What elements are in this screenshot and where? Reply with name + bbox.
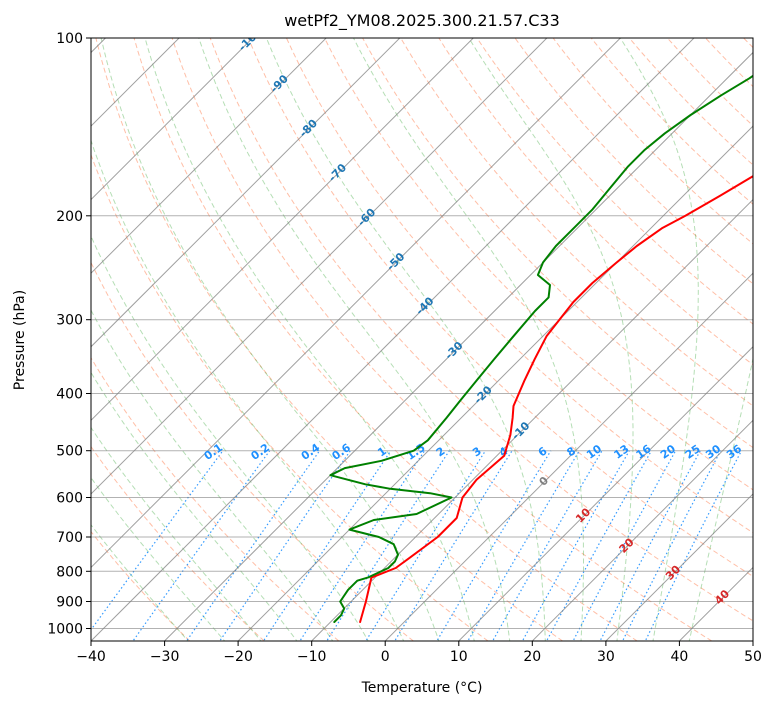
x-tick-label: 50 — [744, 649, 762, 665]
y-tick-label: 900 — [56, 595, 83, 611]
chart-title: wetPf2_YM08.2025.300.21.57.C33 — [284, 11, 560, 31]
mixing-ratio-line — [545, 450, 652, 641]
mixing-ratio-line — [219, 450, 351, 641]
profiles — [329, 74, 753, 623]
isotherm-line — [91, 38, 622, 569]
y-axis-ticks: 100 200 300 400 500 600 700 800 900 1000 — [47, 31, 91, 638]
y-tick-label: 200 — [56, 209, 83, 225]
x-axis-ticks: −40 −30 −20 −10 0 10 20 30 40 50 — [76, 641, 762, 665]
plot-frame — [90, 37, 754, 642]
pressure-gridlines — [91, 38, 753, 629]
moist-adiabat-line — [91, 138, 405, 641]
y-tick-label: 1000 — [47, 622, 83, 638]
x-tick-label: −10 — [297, 649, 327, 665]
x-tick-label: 10 — [450, 649, 468, 665]
isotherm-line — [384, 272, 753, 641]
x-tick-label: −20 — [223, 649, 253, 665]
isotherm-line — [91, 38, 327, 274]
mixing-ratio-line — [185, 450, 321, 641]
dry-adiabat-line — [91, 261, 414, 641]
temperature-profile — [359, 175, 753, 623]
mixing-ratio-line — [262, 450, 392, 641]
isotherm-line — [91, 38, 548, 495]
moist-adiabat-line — [91, 476, 226, 641]
mixing-ratio-line — [299, 450, 426, 641]
y-axis-label: Pressure (hPa) — [12, 290, 28, 390]
x-axis-label: Temperature (°C) — [361, 680, 483, 696]
moist-adiabat-line — [91, 426, 262, 641]
y-tick-label: 600 — [56, 491, 83, 507]
dry-adiabat-line — [285, 38, 753, 534]
isotherm-line — [91, 38, 401, 348]
y-tick-label: 700 — [56, 530, 83, 546]
isotherm-line — [91, 38, 254, 201]
mixing-ratio-line — [91, 450, 224, 631]
dry-adiabat-line — [628, 38, 753, 166]
dewpoint-profile — [329, 74, 753, 623]
y-tick-label: 500 — [56, 444, 83, 460]
x-tick-label: −30 — [150, 649, 180, 665]
mixing-ratio-line — [365, 450, 487, 641]
isotherm-line — [605, 493, 753, 641]
plot-area: -100-90-80-70-60-50-40-30-20-10010203040… — [91, 38, 753, 641]
mixing-ratio-line — [467, 450, 580, 641]
dry-adiabat-line — [400, 38, 753, 407]
mixing-ratio-line — [325, 450, 450, 641]
y-tick-label: 100 — [56, 31, 83, 47]
y-tick-label: 800 — [56, 564, 83, 580]
x-tick-label: 30 — [597, 649, 615, 665]
isotherm-line — [457, 346, 753, 641]
y-tick-label: 300 — [56, 313, 83, 329]
dry-adiabat-line — [552, 38, 753, 245]
mixing-ratio-line — [599, 450, 701, 641]
isotherms — [91, 38, 753, 641]
isotherm-line — [310, 198, 753, 641]
x-tick-label: 0 — [381, 649, 390, 665]
isotherm-line — [91, 38, 180, 127]
x-tick-label: 40 — [670, 649, 688, 665]
y-tick-label: 400 — [56, 387, 83, 403]
mixing-ratio-line — [572, 450, 677, 641]
isotherm-line — [163, 51, 753, 641]
isotherm-line — [531, 419, 753, 641]
dry-adiabat-line — [323, 38, 753, 491]
dry-adiabat-line — [362, 38, 753, 449]
dry-adiabat-line — [590, 38, 753, 205]
x-tick-label: −40 — [76, 649, 106, 665]
dry-adiabat-line — [476, 38, 753, 325]
dry-adiabat-line — [209, 38, 753, 622]
mixing-ratio-line — [132, 450, 271, 641]
mixing-ratio-lines — [91, 450, 743, 641]
isotherm-line — [91, 38, 695, 641]
mixing-ratio-line — [436, 450, 552, 641]
x-tick-label: 20 — [523, 649, 541, 665]
dry-adiabat-line — [247, 38, 753, 578]
isotherm-line — [91, 38, 475, 422]
